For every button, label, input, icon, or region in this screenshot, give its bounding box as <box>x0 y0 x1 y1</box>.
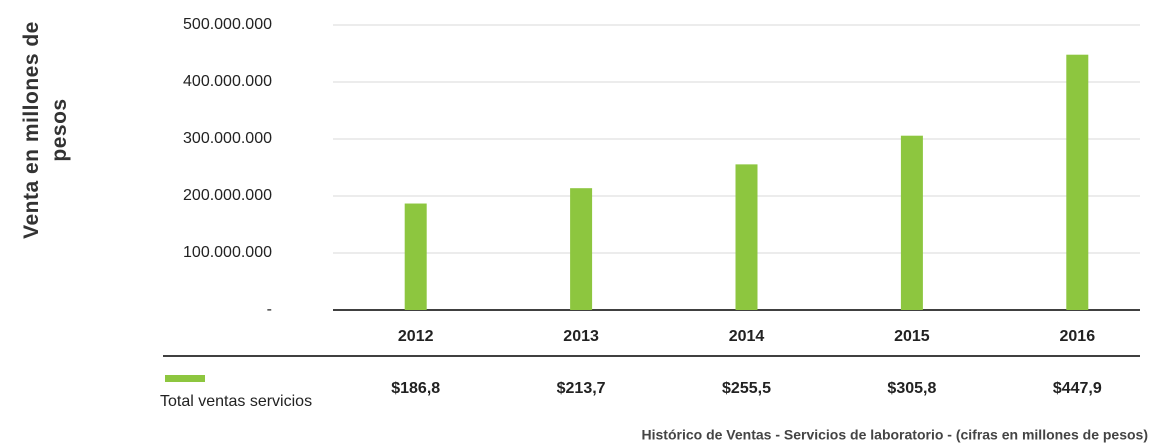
x-tick-label: 2015 <box>894 328 930 345</box>
x-tick-label: 2016 <box>1060 328 1096 345</box>
value-label: $255,5 <box>722 380 771 397</box>
bar <box>570 188 593 310</box>
y-tick-label: 300.000.000 <box>183 130 272 147</box>
value-label: $213,7 <box>557 380 606 397</box>
caption: Histórico de Ventas - Servicios de labor… <box>642 427 1148 443</box>
y-tick-label: 400.000.000 <box>183 73 272 90</box>
value-label: $447,9 <box>1053 380 1102 397</box>
bar <box>404 203 427 310</box>
legend-swatch <box>165 375 205 382</box>
y-tick-label: 100.000.000 <box>183 244 272 261</box>
value-label: $305,8 <box>887 380 936 397</box>
bar <box>735 164 758 310</box>
x-tick-label: 2014 <box>729 328 765 345</box>
x-tick-label: 2012 <box>398 328 434 345</box>
bar <box>900 135 923 310</box>
value-label: $186,8 <box>391 380 440 397</box>
y-axis-title: Venta en millones de pesos <box>20 21 71 239</box>
y-tick-label: 200.000.000 <box>183 187 272 204</box>
x-tick-label: 2013 <box>563 328 599 345</box>
bar <box>1066 54 1089 311</box>
y-tick-label: 500.000.000 <box>183 16 272 33</box>
y-tick-label: - <box>267 301 272 318</box>
legend-label: Total ventas servicios <box>160 393 312 410</box>
